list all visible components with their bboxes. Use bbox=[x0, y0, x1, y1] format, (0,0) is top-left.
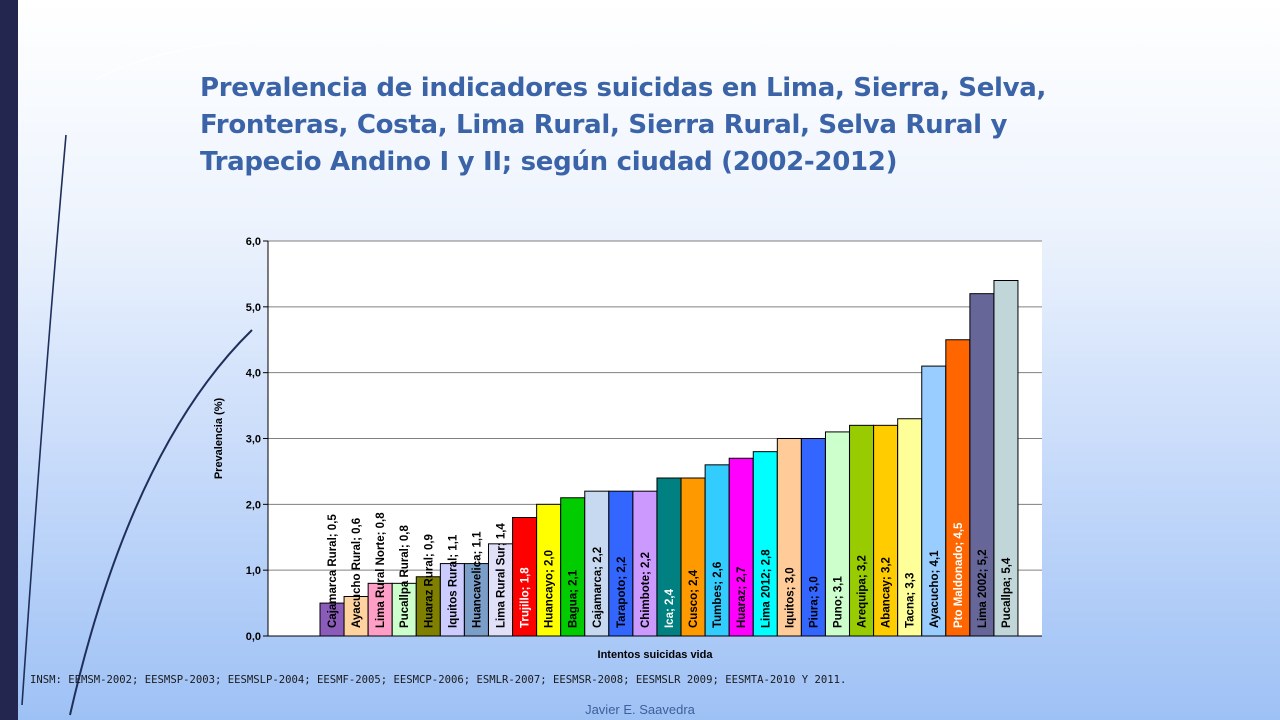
bar bbox=[536, 503, 562, 637]
bar-data-label: Cajamarca; 2,2 bbox=[592, 547, 604, 628]
bar-data-label: Huancayo; 2,0 bbox=[544, 550, 556, 628]
bar bbox=[415, 576, 441, 637]
bar-data-label: Cajamarca Rural; 0,5 bbox=[327, 514, 339, 628]
bar-data-label: Tacna; 3,3 bbox=[905, 573, 917, 628]
bar bbox=[608, 490, 634, 637]
bar bbox=[776, 438, 802, 637]
bar-data-label: Abancay; 3,2 bbox=[881, 557, 893, 628]
bar bbox=[897, 418, 923, 637]
bar-data-label: Trujillo; 1,8 bbox=[520, 567, 532, 628]
bar-data-label: Lima Rural Sur; 1,4 bbox=[495, 523, 507, 628]
bar bbox=[849, 424, 875, 637]
bar bbox=[584, 490, 610, 637]
author-footer: Javier E. Saavedra bbox=[585, 702, 695, 717]
bar-data-label: Bagua; 2,1 bbox=[568, 569, 580, 628]
bar bbox=[969, 293, 995, 637]
bar bbox=[560, 497, 586, 637]
bar-data-label: Lima Rural Norte; 0,8 bbox=[375, 512, 387, 628]
bar bbox=[487, 543, 513, 637]
bar bbox=[752, 451, 778, 637]
bar-data-label: Piura; 3,0 bbox=[808, 576, 820, 628]
left-accent-bar bbox=[0, 0, 18, 720]
bar-data-label: Huaraz; 2,7 bbox=[736, 567, 748, 628]
slide-title: Prevalencia de indicadores suicidas en L… bbox=[200, 73, 1047, 177]
bar-data-label: Lima 2012; 2,8 bbox=[760, 549, 772, 628]
bar bbox=[367, 582, 393, 637]
bar bbox=[391, 582, 417, 637]
bar bbox=[824, 431, 850, 637]
y-axis-title: Prevalencia (%) bbox=[213, 398, 225, 480]
bar bbox=[343, 596, 369, 637]
bar bbox=[993, 280, 1019, 637]
bar bbox=[512, 517, 538, 637]
decorative-swoosh bbox=[21, 41, 253, 716]
bar-data-label: Puno; 3,1 bbox=[832, 576, 844, 628]
sources-note: INSM: EEMSM-2002; EESMSP-2003; EESMSLP-2… bbox=[30, 674, 847, 686]
bar-data-label: Ayacucho; 4,1 bbox=[929, 550, 941, 628]
bar bbox=[873, 424, 899, 637]
bar bbox=[439, 563, 465, 637]
bar bbox=[800, 438, 826, 637]
bar-data-label: Iquitos Rural; 1,1 bbox=[447, 534, 459, 628]
y-tick-label: 3,0 bbox=[246, 434, 261, 446]
y-tick-label: 4,0 bbox=[246, 368, 261, 380]
bar-data-label: Ayacucho Rural; 0,6 bbox=[351, 518, 363, 628]
bar-data-label: Pucallpa; 5,4 bbox=[1001, 557, 1013, 628]
bar bbox=[319, 602, 345, 637]
bar bbox=[656, 477, 682, 637]
y-tick-label: 1,0 bbox=[246, 565, 261, 577]
bar-data-label: Chimbote; 2,2 bbox=[640, 552, 652, 628]
bar-data-label: Huancavelica; 1,1 bbox=[471, 531, 483, 628]
bar bbox=[680, 477, 706, 637]
bar-data-label: Tarapoto; 2,2 bbox=[616, 557, 628, 628]
y-tick-label: 5,0 bbox=[246, 302, 261, 314]
bar-data-label: Huaraz Rural; 0,9 bbox=[423, 534, 435, 628]
bar-data-label: Tumbes; 2,6 bbox=[712, 562, 724, 628]
y-tick-label: 2,0 bbox=[246, 499, 261, 511]
bar-data-label: Arequipa; 3,2 bbox=[857, 555, 869, 628]
y-tick-label: 6,0 bbox=[246, 236, 261, 248]
bar-data-label: Ica; 2,4 bbox=[664, 588, 676, 628]
bar-data-label: Iquitos; 3,0 bbox=[784, 567, 796, 628]
bar-data-label: Pucallpa Rural; 0,8 bbox=[399, 524, 411, 628]
bar-data-label: Pto Maldonado; 4,5 bbox=[953, 522, 965, 628]
x-axis-title: Intentos suicidas vida bbox=[598, 649, 714, 661]
bar-data-label: Lima 2002; 5,2 bbox=[977, 549, 989, 628]
y-tick-label: 0,0 bbox=[246, 631, 261, 643]
bar bbox=[632, 490, 658, 637]
bar-data-label: Cusco; 2,4 bbox=[688, 569, 700, 628]
